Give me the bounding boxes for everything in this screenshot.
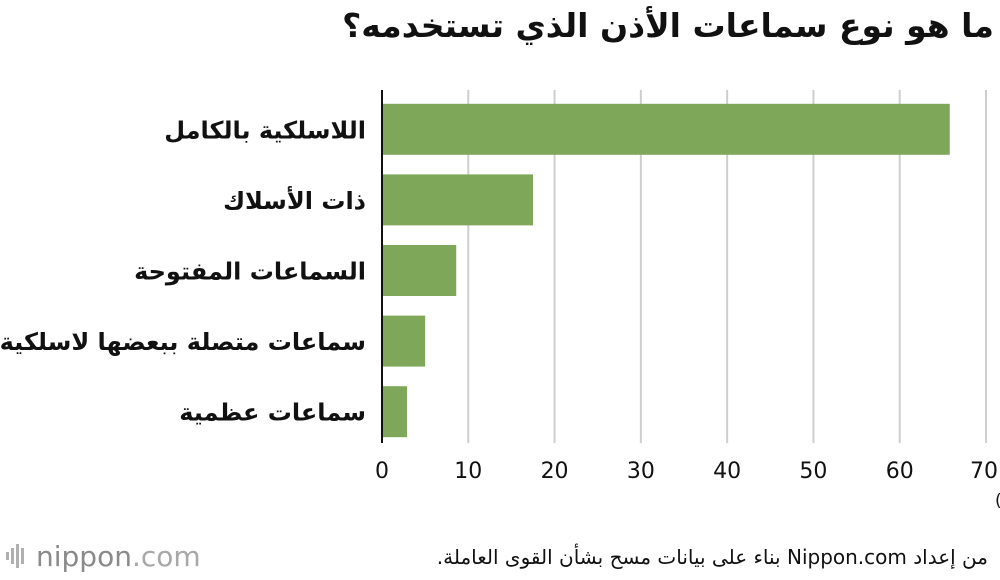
tick-label: 20 bbox=[541, 459, 569, 484]
chart-title: ما هو نوع سماعات الأذن الذي تستخدمه؟ bbox=[342, 6, 994, 45]
source-note: من إعداد Nippon.com بناء على بيانات مسح … bbox=[436, 545, 988, 569]
tick-label: 60 bbox=[886, 459, 914, 484]
category-label: السماعات المفتوحة bbox=[134, 258, 366, 286]
category-label: ذات الأسلاك bbox=[223, 186, 366, 215]
x-unit-label: (٪) bbox=[995, 491, 1000, 511]
bar bbox=[382, 103, 950, 155]
tick-label: 70 bbox=[970, 459, 998, 484]
bar bbox=[382, 174, 533, 226]
logo-text: nippon.com bbox=[36, 539, 201, 573]
tick-label: 50 bbox=[799, 459, 827, 484]
x-tick-labels: 0 10 20 30 40 50 60 70 bbox=[375, 459, 998, 484]
tick-label: 40 bbox=[713, 459, 741, 484]
tick-label: 10 bbox=[454, 459, 482, 484]
logo-bars-icon bbox=[6, 544, 24, 568]
bar bbox=[382, 315, 426, 367]
category-label: سماعات عظمية bbox=[179, 399, 366, 427]
tick-label: 30 bbox=[627, 459, 655, 484]
bar bbox=[382, 386, 408, 438]
bar bbox=[382, 245, 457, 296]
category-labels: اللاسلكية بالكامل ذات الأسلاك السماعات الم… bbox=[0, 116, 366, 426]
logo: nippon.com bbox=[6, 536, 201, 576]
category-label: اللاسلكية بالكامل bbox=[164, 116, 366, 144]
category-label: سماعات متصلة ببعضها لاسلكية bbox=[0, 328, 366, 356]
bars bbox=[382, 103, 950, 438]
tick-label: 0 bbox=[375, 459, 389, 484]
